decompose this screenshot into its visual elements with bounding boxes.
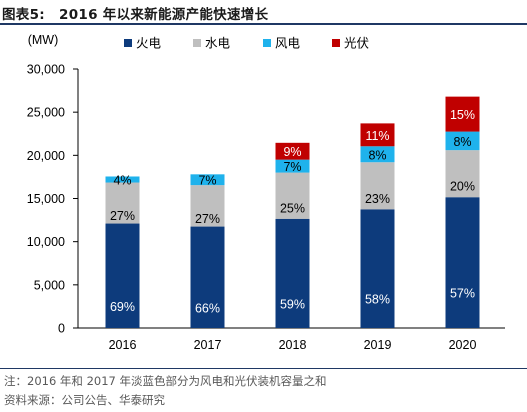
source-note: 资料来源：公司公告、华泰研究 — [4, 393, 165, 407]
legend-swatch — [124, 39, 132, 47]
x-tick-label: 2020 — [449, 338, 477, 352]
chart-note: 注：2016 年和 2017 年淡蓝色部分为风电和光伏装机容量之和 — [4, 374, 327, 388]
bar-segment — [275, 142, 310, 160]
footer-rule — [0, 368, 527, 369]
bar-segment — [445, 150, 480, 198]
bar-segment — [190, 174, 225, 186]
figure-title: 图表5: 2016 年以来新能源产能快速增长 — [2, 3, 282, 23]
data-label: 25% — [280, 202, 305, 216]
y-tick-label: 30,000 — [27, 63, 65, 77]
data-label: 27% — [195, 212, 220, 226]
bar-segment — [445, 131, 480, 151]
x-tick-label: 2017 — [194, 338, 222, 352]
data-label: 57% — [450, 287, 475, 301]
data-label: 11% — [365, 129, 389, 143]
data-label: 69% — [110, 300, 135, 314]
data-label: 20% — [450, 180, 475, 194]
x-tick-label: 2016 — [109, 338, 137, 352]
bar-segment — [105, 182, 140, 224]
data-label: 66% — [195, 301, 220, 315]
legend-label: 水电 — [205, 37, 231, 51]
bar-segment — [360, 209, 395, 328]
data-label: 58% — [365, 293, 390, 307]
bar-segment — [105, 176, 140, 183]
data-label: 7% — [198, 174, 216, 188]
data-label: 27% — [110, 209, 135, 223]
stacked-bar-chart: (MW) 0 5,000 10,000 15,000 20,000 25,000 30,000… — [27, 33, 505, 352]
data-label: 59% — [280, 297, 305, 311]
y-tick-label: 20,000 — [27, 149, 65, 163]
y-tick-label: 5,000 — [34, 278, 65, 292]
legend-swatch — [263, 39, 271, 47]
data-label: 23% — [365, 192, 390, 206]
data-label: 15% — [450, 108, 475, 122]
title-rule — [0, 23, 527, 25]
data-label: 7% — [283, 160, 301, 174]
bar-segment — [360, 123, 395, 147]
legend-label: 光伏 — [344, 37, 370, 51]
y-tick-label: 15,000 — [27, 192, 65, 206]
x-tick-label: 2019 — [364, 338, 392, 352]
y-tick-label: 10,000 — [27, 235, 65, 249]
legend-swatch — [193, 39, 201, 47]
figure-number: 图表5: — [2, 7, 45, 23]
data-label: 4% — [113, 174, 131, 188]
bar-segment — [360, 146, 395, 163]
data-label: 8% — [368, 148, 386, 162]
y-tick-label: 0 — [58, 322, 65, 336]
bar-segment — [190, 226, 225, 328]
bar-segment — [275, 218, 310, 328]
y-tick-label: 25,000 — [27, 106, 65, 120]
bar-segment — [360, 162, 395, 210]
figure-caption: 2016 年以来新能源产能快速增长 — [59, 7, 269, 23]
legend-label: 火电 — [136, 37, 162, 51]
data-label: 9% — [283, 145, 301, 159]
data-label: 8% — [453, 135, 471, 149]
legend-label: 风电 — [275, 37, 301, 51]
y-axis-unit: (MW) — [28, 33, 59, 47]
bar-segment — [445, 96, 480, 132]
bar-segment — [275, 172, 310, 219]
bar-segment — [105, 223, 140, 328]
bar-segment — [445, 197, 480, 328]
x-tick-label: 2018 — [279, 338, 307, 352]
legend-swatch — [332, 39, 340, 47]
bar-segment — [190, 185, 225, 227]
bar-segment — [275, 159, 310, 173]
